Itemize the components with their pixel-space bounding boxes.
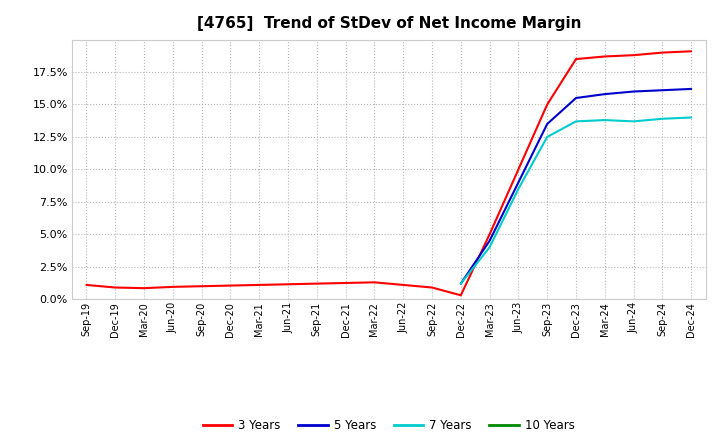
3 Years (341, 280, 350, 286)
Title: [4765]  Trend of StDev of Net Income Margin: [4765] Trend of StDev of Net Income Marg… (197, 16, 581, 32)
3 Years (111, 285, 120, 290)
3 Years (255, 282, 264, 288)
5 Years (600, 92, 609, 97)
3 Years (197, 284, 206, 289)
3 Years (658, 50, 667, 55)
7 Years (456, 281, 465, 286)
3 Years (140, 286, 148, 291)
5 Years (629, 89, 638, 94)
Legend: 3 Years, 5 Years, 7 Years, 10 Years: 3 Years, 5 Years, 7 Years, 10 Years (198, 414, 580, 436)
Line: 3 Years: 3 Years (86, 51, 691, 295)
3 Years (82, 282, 91, 288)
3 Years (514, 167, 523, 172)
5 Years (658, 88, 667, 93)
3 Years (629, 52, 638, 58)
5 Years (485, 238, 494, 243)
5 Years (456, 281, 465, 286)
Line: 7 Years: 7 Years (461, 117, 691, 284)
3 Years (428, 285, 436, 290)
5 Years (543, 121, 552, 127)
3 Years (572, 56, 580, 62)
3 Years (168, 284, 177, 290)
5 Years (514, 180, 523, 185)
3 Years (687, 49, 696, 54)
3 Years (370, 280, 379, 285)
7 Years (658, 116, 667, 121)
7 Years (543, 134, 552, 139)
7 Years (514, 186, 523, 191)
3 Years (284, 282, 292, 287)
3 Years (600, 54, 609, 59)
3 Years (399, 282, 408, 288)
3 Years (485, 231, 494, 237)
3 Years (312, 281, 321, 286)
3 Years (456, 293, 465, 298)
3 Years (543, 102, 552, 107)
7 Years (687, 115, 696, 120)
5 Years (687, 86, 696, 92)
7 Years (485, 245, 494, 250)
7 Years (572, 119, 580, 124)
7 Years (600, 117, 609, 123)
Line: 5 Years: 5 Years (461, 89, 691, 284)
3 Years (226, 283, 235, 288)
5 Years (572, 95, 580, 101)
7 Years (629, 119, 638, 124)
